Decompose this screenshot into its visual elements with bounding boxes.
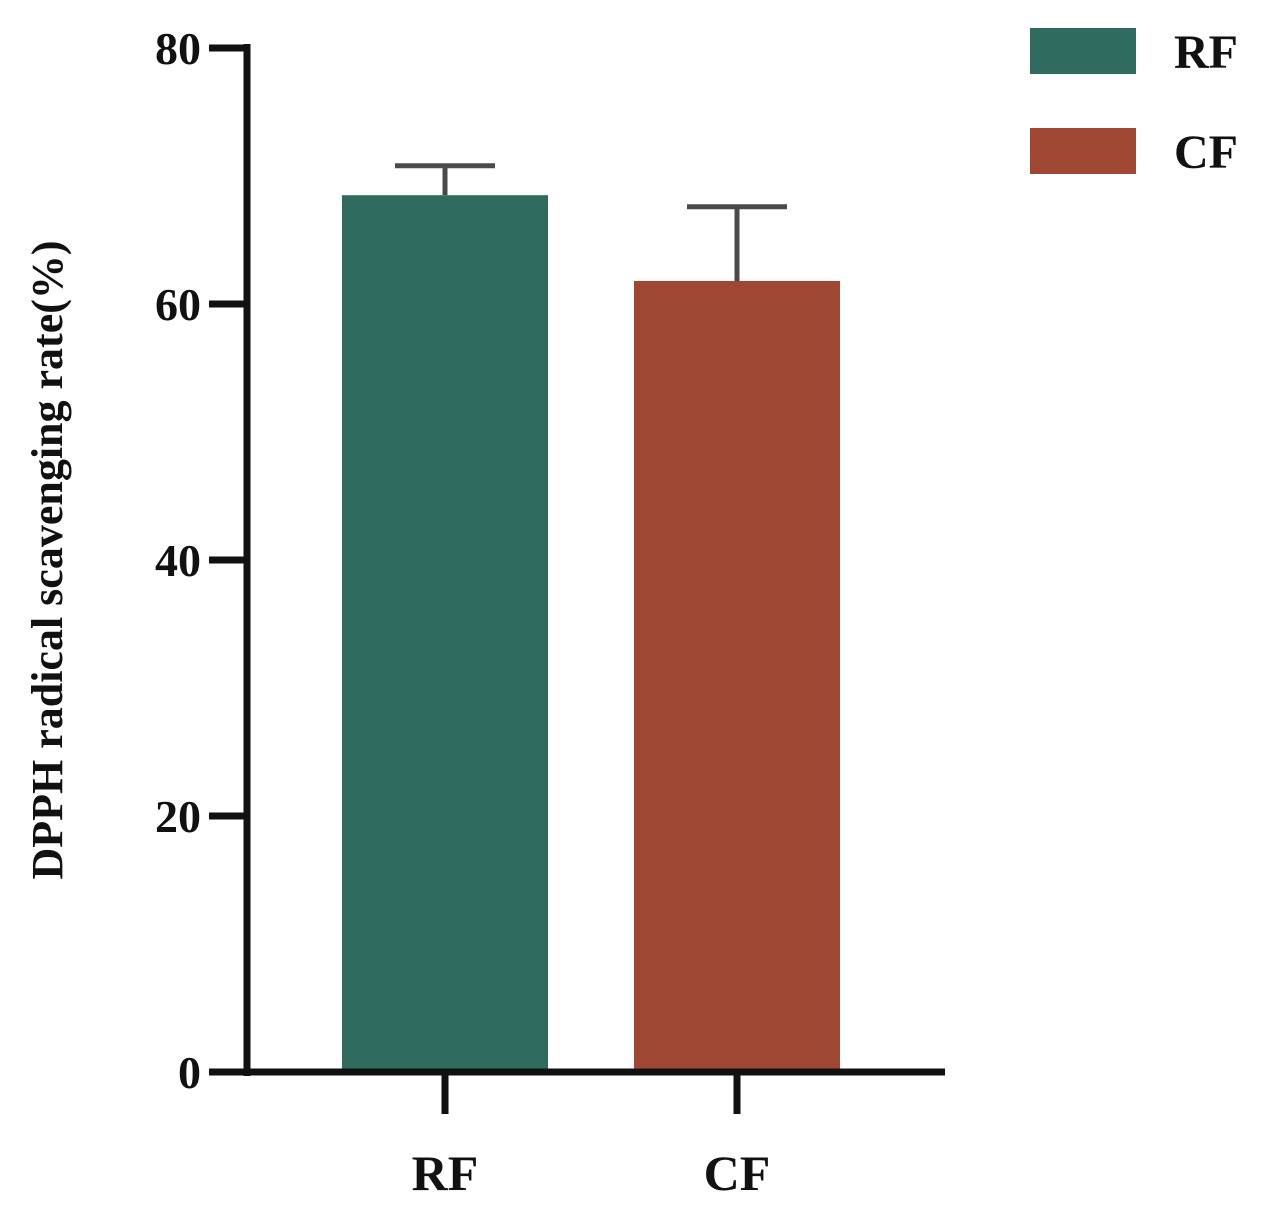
legend-swatch-rf xyxy=(1030,28,1136,74)
y-axis-title: DPPH radical scavenging rate(%) xyxy=(23,240,72,879)
y-ticks-layer: 0 20 40 60 80 xyxy=(155,23,247,1098)
x-tick-label-rf: RF xyxy=(412,1145,479,1201)
legend: RF CF xyxy=(1030,26,1238,179)
bar-rf xyxy=(342,195,548,1072)
error-bars-layer xyxy=(395,163,787,281)
bars-layer xyxy=(342,195,840,1073)
bar-cf xyxy=(634,280,840,1073)
y-tick-label-40: 40 xyxy=(155,535,201,586)
legend-swatch-cf xyxy=(1030,128,1136,174)
x-tick-label-cf: CF xyxy=(704,1145,771,1201)
y-tick-label-0: 0 xyxy=(178,1047,201,1098)
y-tick-label-80: 80 xyxy=(155,23,201,74)
legend-label-cf: CF xyxy=(1174,126,1238,179)
y-tick-label-60: 60 xyxy=(155,279,201,330)
legend-label-rf: RF xyxy=(1174,26,1238,79)
x-ticks-layer: RF CF xyxy=(412,1072,771,1201)
y-tick-label-20: 20 xyxy=(155,791,201,842)
